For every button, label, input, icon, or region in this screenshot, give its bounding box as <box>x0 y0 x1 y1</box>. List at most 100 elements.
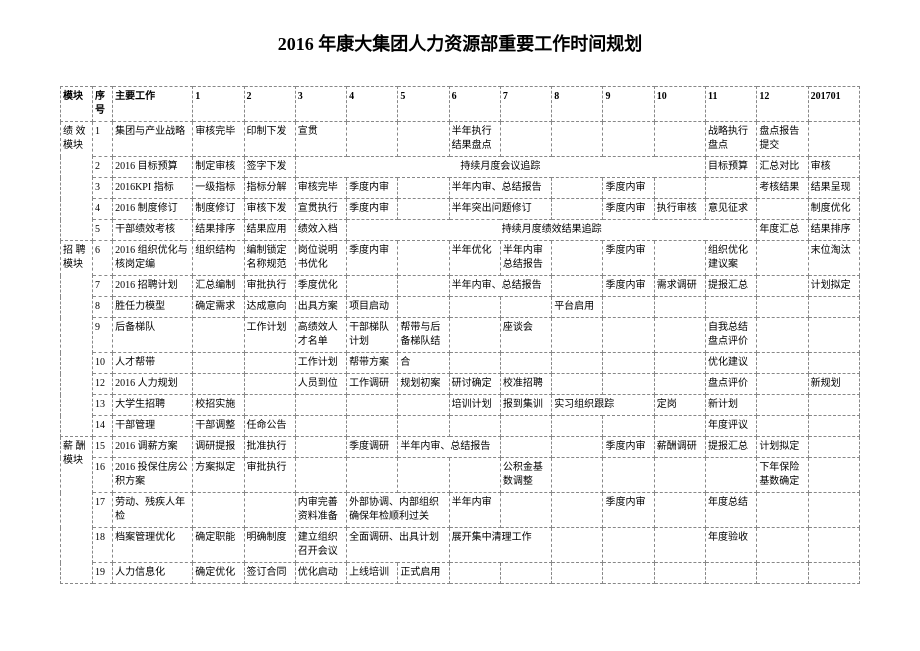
cell: 末位淘汰 <box>808 241 859 276</box>
seq-cell: 7 <box>93 276 113 297</box>
cell <box>295 458 346 493</box>
cell: 实习组织跟踪 <box>552 395 655 416</box>
task-cell: 档案管理优化 <box>113 528 193 563</box>
seq-cell: 18 <box>93 528 113 563</box>
cell: 宣贯执行 <box>295 199 346 220</box>
h-m5: 5 <box>398 87 449 122</box>
cell <box>808 353 859 374</box>
cell: 计划拟定 <box>808 276 859 297</box>
cell <box>552 178 603 199</box>
cell: 半年内审、总结报告 <box>398 437 501 458</box>
cell: 批准执行 <box>244 437 295 458</box>
h-task: 主要工作 <box>113 87 193 122</box>
seq-cell: 14 <box>93 416 113 437</box>
table-row: 招 聘模块 6 2016 组织优化与核岗定编 组织结构 编制锁定名称规范 岗位说… <box>61 241 860 276</box>
cell: 季度调研 <box>347 437 398 458</box>
schedule-table: 模块 序号 主要工作 1 2 3 4 5 6 7 8 9 10 11 12 20… <box>60 86 860 584</box>
table-row: 薪 酬模块 15 2016 调薪方案 调研提报 批准执行 季度调研 半年内审、总… <box>61 437 860 458</box>
cell: 盘点评价 <box>706 374 757 395</box>
cell <box>603 374 654 395</box>
seq-cell: 8 <box>93 297 113 318</box>
cell <box>295 437 346 458</box>
cell <box>808 395 859 416</box>
task-cell: 2016 调薪方案 <box>113 437 193 458</box>
cell <box>552 122 603 157</box>
cell: 干部梯队计划 <box>347 318 398 353</box>
cell: 内审完善资料准备 <box>295 493 346 528</box>
cell-span: 持续月度绩效结果追踪 <box>347 220 757 241</box>
cell <box>603 353 654 374</box>
h-m11: 11 <box>706 87 757 122</box>
task-cell: 胜任力模型 <box>113 297 193 318</box>
cell: 新规划 <box>808 374 859 395</box>
cell: 提报汇总 <box>706 437 757 458</box>
cell: 报到集训 <box>500 395 551 416</box>
cell <box>500 353 551 374</box>
cell <box>552 318 603 353</box>
cell: 季度内审 <box>603 178 654 199</box>
cell: 指标分解 <box>244 178 295 199</box>
cell: 优化建议 <box>706 353 757 374</box>
seq-cell: 16 <box>93 458 113 493</box>
cell <box>347 122 398 157</box>
cell <box>654 122 705 157</box>
cell: 调研提报 <box>193 437 244 458</box>
cell <box>654 178 705 199</box>
cell: 半年内审总结报告 <box>500 241 551 276</box>
cell: 结果排序 <box>808 220 859 241</box>
cell: 季度内审 <box>347 241 398 276</box>
table-row: 5 干部绩效考核 结果排序 结果应用 绩效入档 持续月度绩效结果追踪 年度汇总 … <box>61 220 860 241</box>
cell: 方案拟定 <box>193 458 244 493</box>
cell: 季度内审 <box>347 178 398 199</box>
cell <box>706 563 757 584</box>
cell <box>398 122 449 157</box>
cell: 达成意向 <box>244 297 295 318</box>
cell: 审核 <box>808 157 859 178</box>
task-cell: 大学生招聘 <box>113 395 193 416</box>
cell: 全面调研、出具计划 <box>347 528 450 563</box>
seq-cell: 2 <box>93 157 113 178</box>
cell: 计划拟定 <box>757 437 808 458</box>
table-row: 16 2016 投保住房公积方案 方案拟定 审批执行 公积金基数调整 下年保险基… <box>61 458 860 493</box>
cell: 签订合同 <box>244 563 295 584</box>
cell <box>347 395 398 416</box>
table-row: 14 干部管理 干部调整 任命公告 年度评议 <box>61 416 860 437</box>
task-cell: 2016 招聘计划 <box>113 276 193 297</box>
cell <box>449 297 500 318</box>
cell: 定岗 <box>654 395 705 416</box>
cell <box>552 241 603 276</box>
cell <box>654 493 705 528</box>
h-m12: 12 <box>757 87 808 122</box>
cell <box>808 563 859 584</box>
cell: 半年内审、总结报告 <box>449 178 552 199</box>
cell: 审核完毕 <box>193 122 244 157</box>
cell <box>500 122 551 157</box>
table-row: 4 2016 制度修订 制度修订 审核下发 宣贯执行 季度内审 半年突出问题修订… <box>61 199 860 220</box>
h-m6: 6 <box>449 87 500 122</box>
task-cell: 干部管理 <box>113 416 193 437</box>
cell <box>193 353 244 374</box>
h-m1: 1 <box>193 87 244 122</box>
cell <box>757 395 808 416</box>
cell: 半年突出问题修订 <box>449 199 552 220</box>
cell: 季度内审 <box>603 199 654 220</box>
cell: 签字下发 <box>244 157 295 178</box>
cell <box>706 458 757 493</box>
cell <box>398 241 449 276</box>
cell: 半年内审 <box>449 493 500 528</box>
cell <box>398 178 449 199</box>
cell <box>552 416 603 437</box>
cell <box>757 297 808 318</box>
table-row: 7 2016 招聘计划 汇总编制 审批执行 季度优化 半年内审、总结报告 季度内… <box>61 276 860 297</box>
seq-cell: 5 <box>93 220 113 241</box>
h-m13: 201701 <box>808 87 859 122</box>
cell: 年度汇总 <box>757 220 808 241</box>
cell <box>244 374 295 395</box>
cell: 岗位说明书优化 <box>295 241 346 276</box>
cell <box>808 458 859 493</box>
cell: 绩效入档 <box>295 220 346 241</box>
seq-cell: 3 <box>93 178 113 199</box>
cell <box>244 493 295 528</box>
module-cell: 绩 效模块 <box>61 122 93 241</box>
cell <box>706 297 757 318</box>
